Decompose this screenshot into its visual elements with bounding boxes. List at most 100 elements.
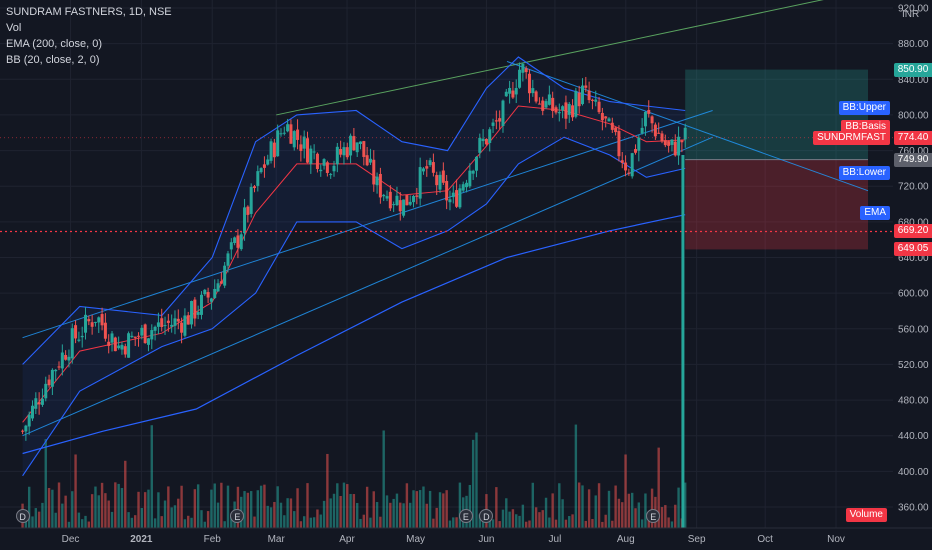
candle-body [653,124,657,137]
candle-body [478,137,482,153]
candle-body [511,90,515,98]
volume-bar [153,518,157,528]
candle-body [537,103,541,105]
volume-bar [306,483,309,528]
dividend-icon[interactable]: D [15,509,30,523]
volume-bar [395,493,399,528]
candle-body [594,99,598,102]
volume-bar [190,517,193,528]
candle-body [441,170,445,183]
candle-body [302,136,306,149]
volume-bar [94,486,97,528]
x-tick-label: Aug [617,534,635,545]
volume-bar [667,517,670,528]
earnings-icon[interactable]: E [230,509,245,523]
candle-body [233,237,237,244]
candle-body [173,318,177,326]
candle-body [352,136,356,151]
volume-bar [170,507,173,528]
volume-bar [263,484,266,528]
volume-bar [220,482,223,528]
volume-bar [276,486,279,528]
candle-body [484,138,488,145]
x-tick-label: Apr [339,534,355,545]
candle-body [269,141,273,161]
candle-body [54,369,58,372]
volume-bar [332,493,336,528]
volume-bar [554,519,558,528]
indicator-ema[interactable]: EMA (200, close, 0) [6,38,102,50]
indicator-vol[interactable]: Vol [6,22,22,34]
volume-bar [664,505,667,528]
candle-body [252,186,256,189]
volume-bar [336,483,339,528]
volume-bar [196,484,200,528]
volume-bar [362,514,366,528]
volume-bar [389,502,392,528]
volume-bar [604,514,607,528]
volume-bar [44,439,47,528]
candle-body [518,69,522,88]
volume-bar [591,519,594,528]
volume-bar [355,503,359,528]
candle-body [680,140,684,143]
x-tick-label: Jul [549,534,562,545]
volume-bar [684,482,687,528]
volume-bar [57,482,61,528]
candle-body [630,153,634,177]
y-tick-label: 840.00 [898,75,929,86]
candle-body [93,321,97,323]
earnings-icon[interactable]: E [458,509,473,523]
candle-body [551,97,555,112]
volume-bar [541,510,544,528]
volume-bar [107,500,110,528]
candle-body [74,325,78,339]
candle-body [206,292,210,298]
price-label: 649.05 [894,242,932,257]
volume-bar [458,482,462,528]
earnings-icon[interactable]: E [646,509,661,523]
volume-bar [518,515,521,528]
volume-bar [422,486,425,528]
candle-body [398,200,402,212]
x-tick-label: Jun [478,534,494,545]
chart-title[interactable]: SUNDRAM FASTNERS, 1D, NSE [6,6,172,18]
volume-bar [399,502,402,528]
volume-bar [296,488,299,528]
candle-body [458,188,462,208]
candle-body [448,199,452,203]
volume-bar [236,486,240,528]
volume-bar [634,508,637,528]
currency-label: INR [902,9,919,20]
volume-bar [471,439,475,528]
candle-body [412,196,416,203]
candle-body [451,192,455,198]
candle-body [279,133,283,135]
volume-bar [117,483,120,528]
volume-bar [478,514,481,528]
candle-body [541,100,545,111]
volume-bar [167,486,170,528]
y-tick-label: 720.00 [898,182,929,193]
candle-body [554,107,558,113]
candle-body [209,298,213,302]
volume-bar [312,517,316,528]
candle-body [501,100,505,126]
volume-bar [438,492,442,528]
legend: SUNDRAM FASTNERS, 1D, NSE Vol EMA (200, … [6,4,172,68]
line-tag: EMA [860,205,890,220]
volume-bar [574,424,578,528]
candle-body [113,337,117,352]
candle-body [624,162,628,171]
candle-body [643,111,647,127]
indicator-bb[interactable]: BB (20, close, 2, 0) [6,54,100,66]
volume-bar [415,491,419,528]
volume-bar [491,519,495,528]
volume-bar [558,483,561,528]
candle-body [604,116,608,119]
candle-body [392,204,396,206]
dividend-icon[interactable]: D [479,509,494,523]
candle-body [276,130,280,157]
candle-body [37,402,41,405]
